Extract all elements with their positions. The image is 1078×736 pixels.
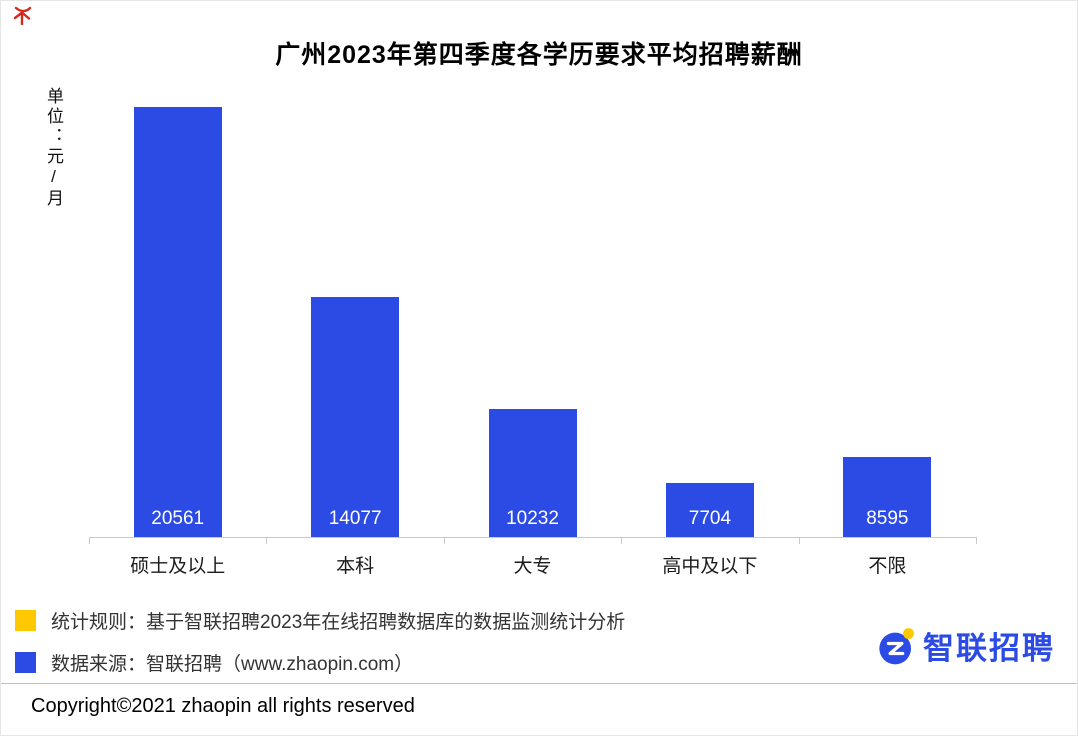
x-axis-label: 大专 [513, 556, 552, 577]
bar-不限: 8595 [843, 457, 932, 537]
bar-column: 10232 [444, 108, 621, 537]
bar-高中及以下: 7704 [665, 483, 754, 537]
x-axis-label: 不限 [868, 556, 907, 577]
bar-column: 20561 [89, 107, 266, 537]
legend-swatch-blue [15, 652, 36, 673]
bar-value-label: 10232 [506, 508, 559, 529]
axis-tick [443, 537, 445, 544]
zhaopin-logo-text: 智联招聘 [923, 631, 1055, 666]
legend-text-data-source: 数据来源：智联招聘（www.zhaopin.com） [51, 654, 414, 675]
bar-value-label: 8595 [866, 508, 909, 529]
y-axis-unit-label: 单位：元/月 [44, 87, 63, 209]
legend-swatch-yellow [15, 610, 36, 631]
bar-硕士及以上: 20561 [133, 107, 222, 537]
x-axis-label: 本科 [336, 556, 375, 577]
bar-大专: 10232 [488, 409, 577, 537]
footer-divider [1, 683, 1077, 684]
x-axis-labels: 硕士及以上 本科 大专 高中及以下 不限 [89, 551, 976, 578]
zhaopin-logo: 智联招聘 [876, 623, 1055, 668]
bars-container: 20561 14077 10232 7704 8595 [89, 107, 976, 537]
bar-column: 7704 [621, 108, 798, 537]
legend: 统计规则：基于智联招聘2023年在线招聘数据库的数据监测统计分析 数据来源：智联… [15, 607, 625, 691]
axis-tick [976, 537, 977, 544]
axis-tick [798, 537, 800, 544]
copyright-text: Copyright©2021 zhaopin all rights reserv… [31, 695, 415, 717]
axis-tick [621, 537, 623, 544]
legend-item-stat-rule: 统计规则：基于智联招聘2023年在线招聘数据库的数据监测统计分析 [15, 607, 625, 634]
zhaopin-logo-icon [879, 627, 914, 664]
plot-area: 20561 14077 10232 7704 8595 [89, 107, 977, 544]
legend-item-data-source: 数据来源：智联招聘（www.zhaopin.com） [15, 649, 625, 676]
axis-tick [89, 537, 90, 544]
bar-value-label: 7704 [688, 508, 732, 529]
bar-column: 8595 [799, 108, 976, 537]
x-axis-label: 高中及以下 [662, 556, 758, 577]
axis-tick [266, 537, 268, 544]
chart-title: 广州2023年第四季度各学历要求平均招聘薪酬 [275, 41, 803, 69]
bar-value-label: 20561 [151, 508, 205, 529]
axis-ticks [89, 537, 977, 545]
red-corner-mark-icon [13, 5, 33, 26]
legend-text-stat-rule: 统计规则：基于智联招聘2023年在线招聘数据库的数据监测统计分析 [51, 612, 626, 633]
bar-value-label: 14077 [328, 508, 382, 529]
x-axis-label: 硕士及以上 [130, 556, 226, 577]
bar-column: 14077 [266, 108, 443, 537]
bar-本科: 14077 [311, 297, 400, 537]
